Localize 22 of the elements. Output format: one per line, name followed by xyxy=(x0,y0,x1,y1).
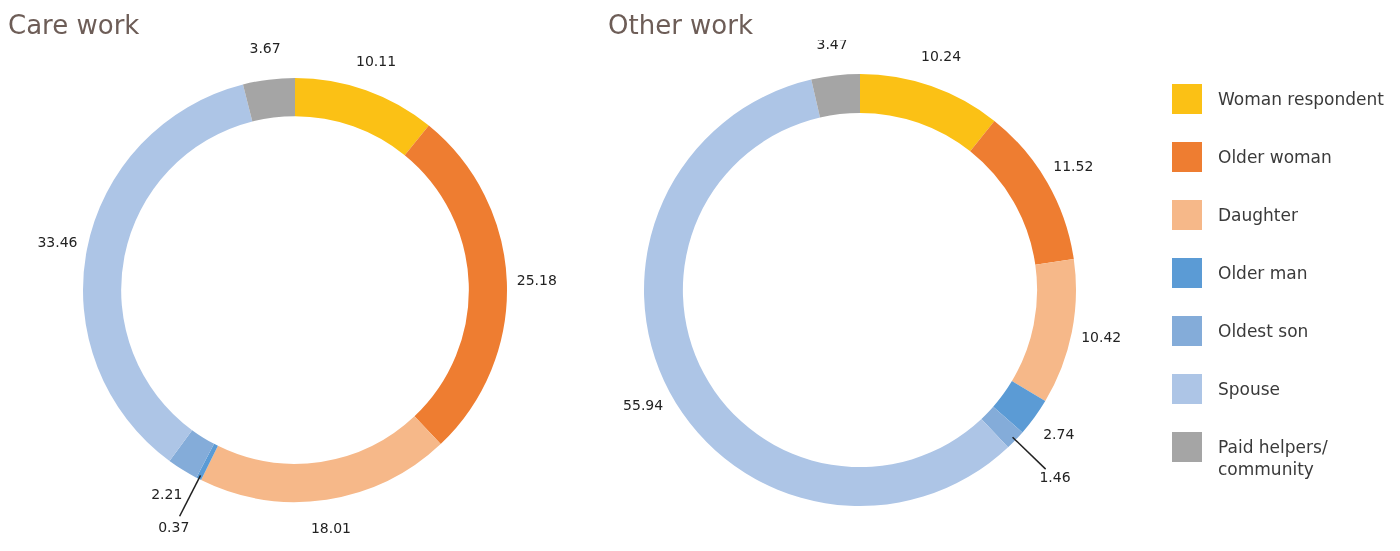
slice-label: Other work xyxy=(608,10,754,40)
data-label: 2.21 xyxy=(151,485,183,502)
data-label: 1.46 xyxy=(1039,468,1071,485)
data-label: 10.24 xyxy=(921,48,962,65)
data-label: 55.94 xyxy=(623,396,664,413)
data-label: 0.37 xyxy=(158,518,190,535)
legend-label: Older man xyxy=(1218,262,1308,284)
legend-label: Oldest son xyxy=(1218,320,1309,342)
slice-label: Care work xyxy=(8,10,140,40)
data-label: 33.46 xyxy=(37,234,78,251)
data-label: 18.01 xyxy=(310,519,352,536)
legend-label: Spouse xyxy=(1218,378,1281,400)
data-label: 2.74 xyxy=(1043,425,1075,442)
legend-label: Older woman xyxy=(1218,146,1332,168)
data-label: 3.67 xyxy=(249,40,281,57)
data-label: 10.42 xyxy=(1081,329,1122,346)
legend-label: Woman respondent xyxy=(1218,88,1384,110)
legend-label: Daughter xyxy=(1218,204,1298,226)
data-label: 11.52 xyxy=(1053,158,1094,175)
legend-label: Paid helpers/ community xyxy=(1218,436,1329,480)
data-label: 10.11 xyxy=(356,52,397,69)
data-label: 25.18 xyxy=(516,271,557,288)
